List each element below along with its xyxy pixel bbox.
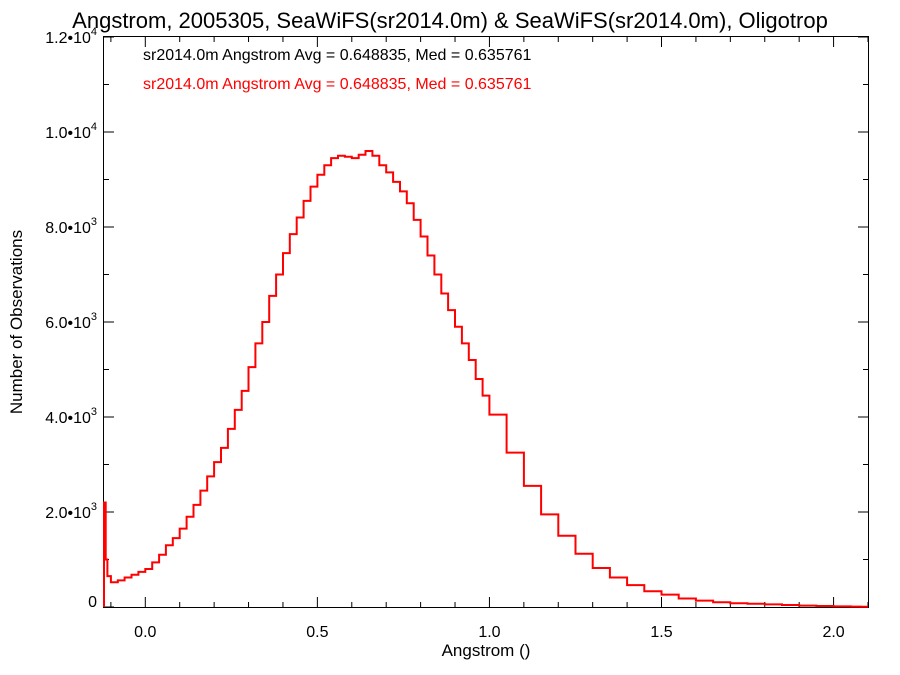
legend: sr2014.0m Angstrom Avg = 0.648835, Med =… bbox=[143, 47, 532, 93]
y-tick-mantissa: 1.2•10 bbox=[45, 30, 91, 47]
y-tick-label: 0 bbox=[88, 594, 97, 611]
y-tick-label: 2.0•103 bbox=[45, 501, 97, 522]
plot-frame bbox=[103, 36, 869, 608]
chart-title: Angstrom, 2005305, SeaWiFS(sr2014.0m) & … bbox=[72, 8, 828, 33]
series-line-0 bbox=[103, 150, 868, 608]
y-axis-label: Number of Observations bbox=[7, 230, 26, 414]
y-tick-exponent: 3 bbox=[91, 311, 97, 323]
y-tick-label: 1.2•104 bbox=[45, 26, 97, 47]
axis-ticks bbox=[104, 36, 869, 608]
y-tick-exponent: 3 bbox=[91, 406, 97, 418]
y-tick-mantissa: 6.0•10 bbox=[45, 315, 91, 332]
y-tick-mantissa: 2.0•10 bbox=[45, 505, 91, 522]
x-tick-label: 1.0 bbox=[478, 624, 500, 641]
x-tick-label: 0.0 bbox=[134, 624, 156, 641]
x-tick-label: 2.0 bbox=[822, 624, 844, 641]
x-tick-label: 0.5 bbox=[306, 624, 328, 641]
y-tick-label: 4.0•103 bbox=[45, 406, 97, 427]
x-tick-label: 1.5 bbox=[650, 624, 672, 641]
series-group bbox=[103, 150, 868, 608]
y-tick-exponent: 4 bbox=[91, 26, 97, 38]
y-tick-mantissa: 1.0•10 bbox=[45, 125, 91, 142]
axis-tick-labels: 0.0 0.5 1.0 1.5 2.002.0•1034.0•1036.0•1038.0… bbox=[45, 26, 845, 641]
y-tick-exponent: 3 bbox=[91, 216, 97, 228]
legend-entry: sr2014.0m Angstrom Avg = 0.648835, Med =… bbox=[143, 47, 532, 64]
x-axis-label: Angstrom () bbox=[442, 641, 531, 660]
y-tick-label: 6.0•103 bbox=[45, 311, 97, 332]
y-tick-mantissa: 8.0•10 bbox=[45, 220, 91, 237]
y-tick-label: 1.0•104 bbox=[45, 121, 97, 142]
y-tick-exponent: 3 bbox=[91, 501, 97, 513]
y-tick-exponent: 4 bbox=[91, 121, 97, 133]
y-tick-mantissa: 4.0•10 bbox=[45, 410, 91, 427]
legend-entry: sr2014.0m Angstrom Avg = 0.648835, Med =… bbox=[143, 76, 532, 93]
y-tick-label: 8.0•103 bbox=[45, 216, 97, 237]
y-tick-mantissa: 0 bbox=[88, 594, 97, 611]
